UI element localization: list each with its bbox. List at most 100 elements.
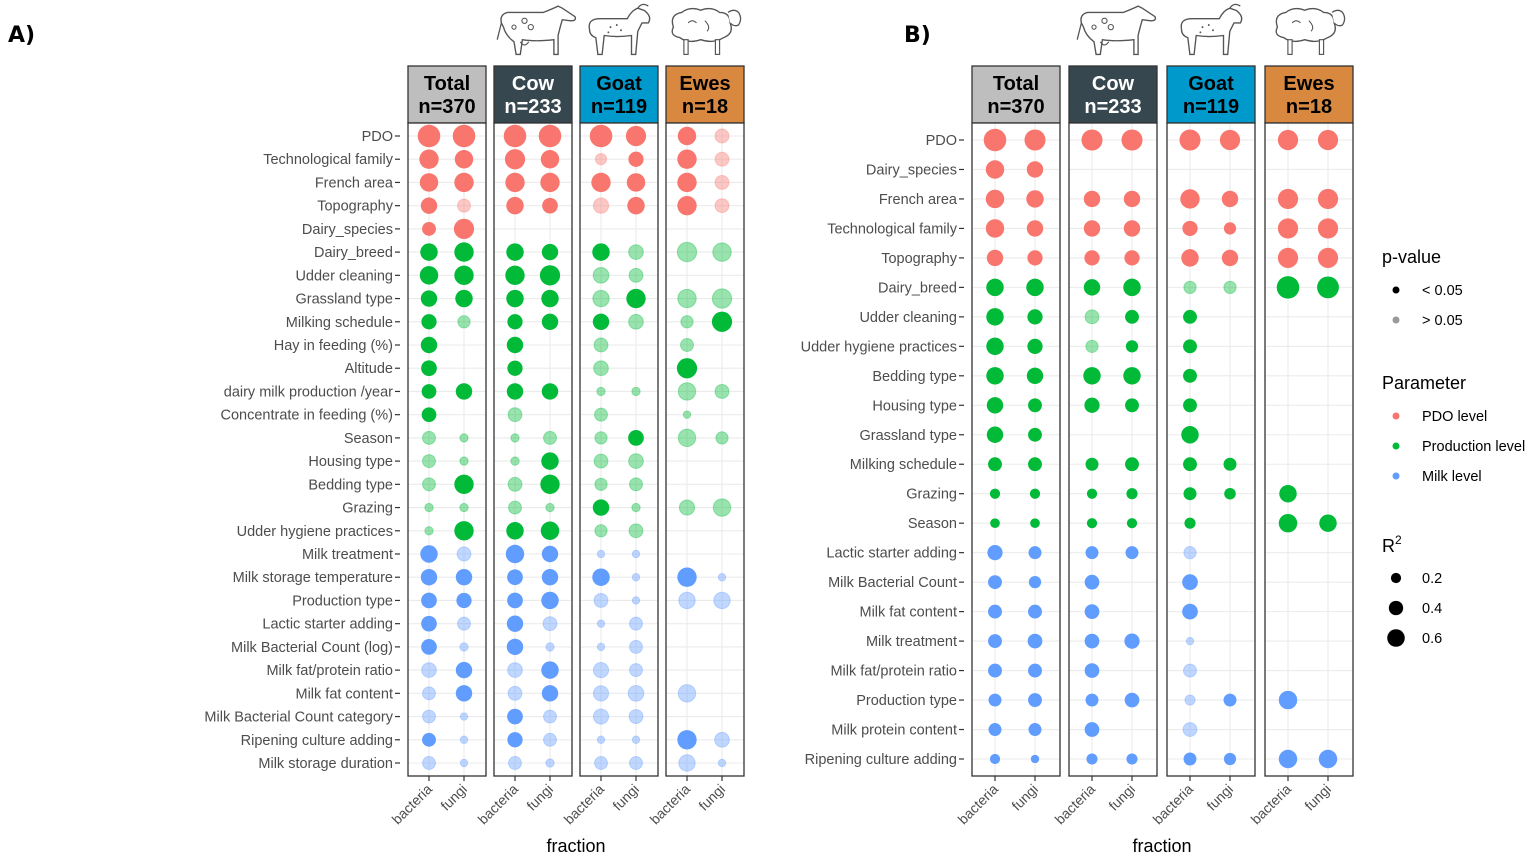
- x-tick-label: bacteria: [1248, 781, 1295, 828]
- y-tick-label: Udder hygiene practices: [237, 524, 393, 540]
- point-bacteria: [507, 407, 523, 423]
- panel-border: [407, 122, 487, 777]
- facet-n: n=370: [418, 96, 475, 118]
- point-fungi: [1223, 222, 1237, 235]
- point-bacteria: [986, 426, 1004, 443]
- point-bacteria: [985, 219, 1005, 238]
- point-fungi: [541, 452, 559, 470]
- point-bacteria: [594, 153, 608, 166]
- point-bacteria: [1277, 188, 1299, 210]
- point-fungi: [713, 591, 731, 610]
- x-tick-label: fungi: [437, 781, 470, 814]
- legend-label-pvalue: < 0.05: [1422, 283, 1463, 299]
- point-bacteria: [592, 662, 610, 679]
- point-bacteria: [593, 360, 609, 377]
- x-axis-title: fraction: [1132, 836, 1191, 856]
- point-bacteria: [422, 686, 436, 701]
- point-fungi: [626, 288, 646, 309]
- y-tick-label: French area: [315, 175, 394, 191]
- point-fungi: [628, 430, 644, 446]
- point-bacteria: [1083, 190, 1101, 208]
- point-bacteria: [988, 663, 1002, 678]
- y-tick-label: Altitude: [345, 361, 393, 377]
- legend-key-pvalue: [1392, 286, 1400, 294]
- point-fungi: [1028, 693, 1042, 707]
- y-tick-label: Milking schedule: [286, 315, 393, 331]
- point-bacteria: [506, 522, 524, 540]
- facet-n: n=370: [987, 96, 1044, 118]
- point-bacteria: [1086, 518, 1098, 529]
- y-tick-label: Production type: [856, 693, 957, 709]
- point-fungi: [628, 453, 644, 469]
- point-bacteria: [677, 195, 697, 216]
- point-fungi: [1124, 250, 1140, 266]
- point-fungi: [714, 198, 730, 214]
- legend-label-parameter: Production level: [1422, 439, 1525, 455]
- point-bacteria: [422, 454, 436, 469]
- point-bacteria: [1185, 636, 1195, 646]
- panel-letter: A): [8, 23, 35, 48]
- point-bacteria: [1084, 604, 1100, 619]
- point-fungi: [631, 549, 641, 559]
- point-bacteria: [1181, 426, 1199, 444]
- point-bacteria: [505, 544, 525, 564]
- facet-name: Cow: [512, 73, 555, 95]
- point-fungi: [455, 569, 473, 586]
- point-bacteria: [593, 337, 609, 353]
- facet-name: Goat: [1188, 73, 1234, 95]
- point-bacteria: [1182, 220, 1198, 237]
- point-bacteria: [424, 502, 434, 513]
- point-fungi: [1027, 309, 1043, 325]
- y-tick-label: French area: [879, 192, 958, 208]
- point-bacteria: [507, 476, 523, 492]
- y-tick-label: Season: [344, 431, 393, 447]
- y-tick-label: PDO: [362, 129, 393, 145]
- point-fungi: [459, 456, 469, 466]
- point-fungi: [1028, 427, 1042, 442]
- point-bacteria: [678, 591, 696, 610]
- point-fungi: [453, 218, 475, 239]
- point-fungi: [717, 573, 727, 582]
- legend-label-parameter: PDO level: [1422, 409, 1487, 425]
- y-tick-label: Ripening culture adding: [241, 733, 393, 749]
- legend-title-parameter: Parameter: [1382, 373, 1466, 393]
- point-bacteria: [988, 634, 1002, 649]
- point-fungi: [711, 288, 733, 309]
- point-bacteria: [506, 243, 524, 261]
- point-fungi: [714, 384, 730, 399]
- point-fungi: [628, 267, 644, 283]
- panel-background: [1069, 123, 1157, 776]
- point-bacteria: [594, 431, 608, 445]
- point-bacteria: [592, 685, 610, 702]
- point-bacteria: [677, 288, 697, 309]
- point-fungi: [1030, 754, 1040, 764]
- panel-background: [1167, 123, 1255, 776]
- point-fungi: [711, 311, 733, 332]
- point-fungi: [712, 498, 732, 517]
- point-bacteria: [1083, 367, 1101, 385]
- point-bacteria: [1179, 129, 1201, 151]
- point-bacteria: [592, 313, 610, 330]
- point-fungi: [542, 616, 558, 632]
- y-tick-label: Housing type: [872, 398, 957, 414]
- point-fungi: [627, 196, 645, 215]
- point-bacteria: [506, 383, 524, 400]
- point-bacteria: [680, 315, 694, 329]
- point-bacteria: [592, 499, 610, 516]
- y-tick-label: Grassland type: [859, 428, 957, 444]
- point-fungi: [543, 732, 557, 747]
- point-bacteria: [503, 124, 527, 148]
- y-tick-label: Grazing: [906, 487, 957, 503]
- panel-border: [1068, 122, 1158, 777]
- point-fungi: [540, 172, 560, 193]
- point-bacteria: [986, 337, 1004, 356]
- y-tick-label: Topography: [881, 251, 958, 267]
- point-fungi: [1029, 488, 1041, 499]
- point-bacteria: [1086, 488, 1098, 499]
- panel-letter: B): [904, 23, 931, 48]
- point-fungi: [1223, 457, 1237, 471]
- point-bacteria: [1180, 189, 1200, 209]
